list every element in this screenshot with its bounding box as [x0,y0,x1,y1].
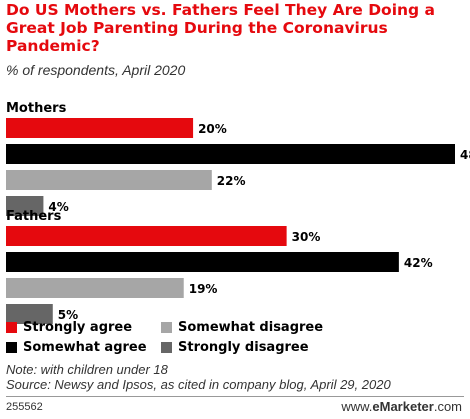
bar-mothers-somewhat-agree [6,144,455,164]
legend-swatch [161,321,172,333]
value-label-fathers-strongly-disagree: 5% [58,308,78,322]
legend: Strongly agree Somewhat disagree Somewha… [6,318,466,358]
bar-fathers-strongly-agree [6,226,287,246]
legend-label: Strongly disagree [178,339,309,355]
value-label-fathers-somewhat-disagree: 19% [189,282,218,296]
brand-prefix: www. [341,399,373,414]
legend-label: Somewhat agree [23,339,147,355]
value-label-fathers-somewhat-agree: 42% [404,256,433,270]
value-label-mothers-somewhat-disagree: 22% [217,174,246,188]
chart-subtitle: % of respondents, April 2020 [6,62,186,78]
value-label-fathers-strongly-agree: 30% [292,230,321,244]
brand-logo: www.eMarketer.com [341,399,462,414]
legend-item-somewhat-agree: Somewhat agree [6,338,147,356]
legend-item-strongly-disagree: Strongly disagree [161,338,309,356]
legend-swatch [6,321,17,333]
legend-label: Strongly agree [23,319,133,335]
footer-divider [6,396,464,397]
legend-swatch [6,341,17,353]
bar-mothers-strongly-disagree [6,196,44,216]
group-label-fathers: Fathers [6,209,62,224]
value-label-mothers-strongly-agree: 20% [198,122,227,136]
brand-name: eMarketer [372,399,434,414]
notes: Note: with children under 18 Source: New… [6,362,391,392]
chart-id: 255562 [6,401,43,413]
bar-fathers-somewhat-agree [6,252,399,272]
bar-fathers-strongly-disagree [6,304,53,324]
note-text: Note: with children under 18 [6,362,168,377]
legend-item-strongly-agree: Strongly agree [6,318,132,336]
legend-label: Somewhat disagree [178,319,324,335]
chart-title: Do US Mothers vs. Fathers Feel They Are … [6,1,436,55]
bar-mothers-somewhat-disagree [6,170,212,190]
source-text: Source: Newsy and Ipsos, as cited in com… [6,377,391,392]
value-label-mothers-somewhat-agree: 48% [460,148,470,162]
value-label-mothers-strongly-disagree: 4% [48,200,68,214]
legend-swatch [161,341,172,353]
legend-item-somewhat-disagree: Somewhat disagree [161,318,323,336]
group-label-mothers: Mothers [6,101,67,116]
bar-mothers-strongly-agree [6,118,194,138]
bar-fathers-somewhat-disagree [6,278,184,298]
brand-suffix: .com [433,399,462,414]
